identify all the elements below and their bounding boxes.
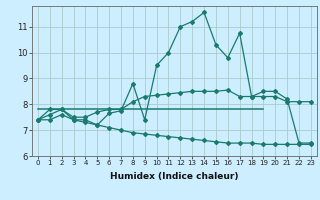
X-axis label: Humidex (Indice chaleur): Humidex (Indice chaleur) bbox=[110, 172, 239, 181]
